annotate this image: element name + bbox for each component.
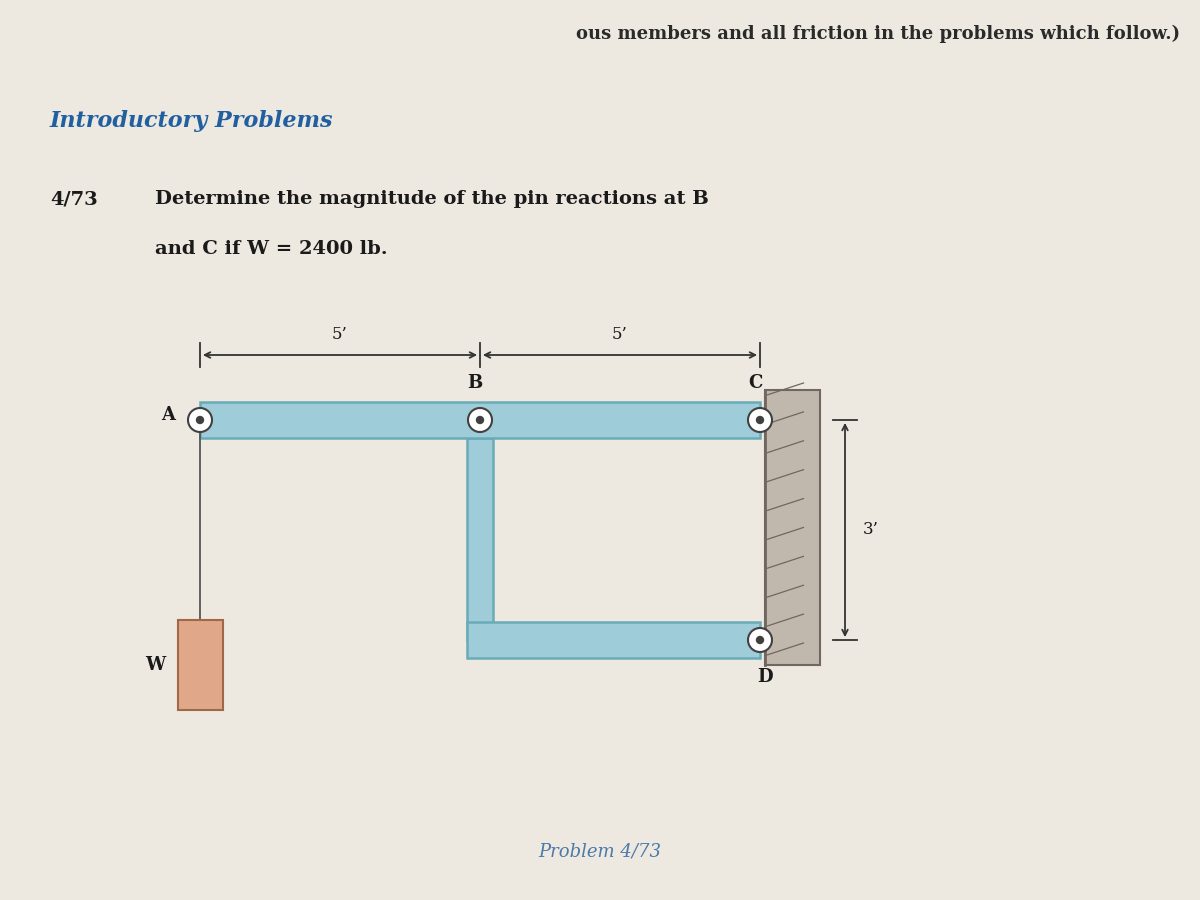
Circle shape <box>188 408 212 432</box>
Text: Problem 4/73: Problem 4/73 <box>539 842 661 860</box>
Text: 5’: 5’ <box>332 326 348 343</box>
Text: D: D <box>757 668 773 686</box>
Text: 5’: 5’ <box>612 326 628 343</box>
Text: Determine the magnitude of the pin reactions at B: Determine the magnitude of the pin react… <box>155 190 709 208</box>
Circle shape <box>748 408 772 432</box>
Text: W: W <box>145 656 166 674</box>
Bar <box>467 622 760 658</box>
Bar <box>467 438 493 640</box>
Text: ous members and all friction in the problems which follow.): ous members and all friction in the prob… <box>576 25 1180 43</box>
Circle shape <box>468 408 492 432</box>
Text: A: A <box>161 406 175 424</box>
Bar <box>200 402 760 438</box>
Text: 3’: 3’ <box>863 521 878 538</box>
Circle shape <box>748 628 772 652</box>
Circle shape <box>756 635 764 644</box>
Text: 4/73: 4/73 <box>50 190 97 208</box>
Circle shape <box>475 416 485 424</box>
Bar <box>766 390 820 665</box>
Text: and C if W = 2400 lb.: and C if W = 2400 lb. <box>155 240 388 258</box>
Text: B: B <box>467 374 482 392</box>
Bar <box>178 620 222 710</box>
Circle shape <box>756 416 764 424</box>
Text: C: C <box>748 374 762 392</box>
Text: Introductory Problems: Introductory Problems <box>50 110 334 132</box>
Circle shape <box>196 416 204 424</box>
